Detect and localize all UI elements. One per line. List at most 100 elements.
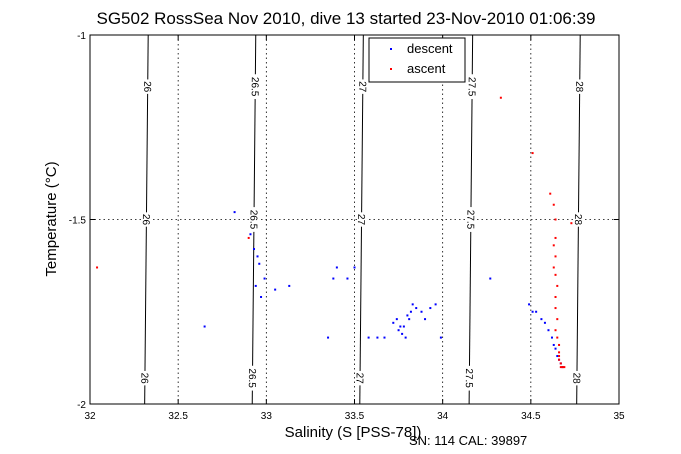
descent-point — [429, 307, 432, 310]
isopycnal-label-group: 27 — [353, 370, 365, 386]
descent-point — [439, 336, 442, 339]
ascent-point — [554, 255, 557, 258]
ascent-point — [499, 96, 502, 99]
ascent-point — [554, 273, 557, 276]
descent-point — [260, 295, 263, 298]
isopycnal-label-background — [464, 365, 474, 391]
isopycnal-label-group: 26.5 — [249, 74, 260, 100]
descent-point — [543, 321, 546, 324]
descent-point — [535, 310, 538, 313]
x-tick-label: 32 — [84, 411, 96, 422]
isopycnal-label-group: 26 — [140, 212, 151, 227]
descent-point — [254, 284, 257, 287]
ascent-point — [563, 366, 566, 369]
ascent-point — [556, 336, 559, 339]
descent-point — [420, 310, 423, 313]
ascent-point — [558, 343, 561, 346]
descent-point — [252, 248, 255, 251]
descent-point — [409, 310, 412, 313]
isopycnal-label-group: 28 — [573, 79, 585, 94]
plot-area: 26 26 26 26.5 26.5 26.5 27 27 27 27.5 27.5 27.5 28 28… — [69, 31, 625, 422]
isopycnal-label-background — [572, 370, 582, 386]
isopycnal-label: 27.5 — [463, 368, 474, 388]
ascent-point — [531, 152, 534, 155]
isopycnal-label: 27.5 — [466, 77, 477, 97]
descent-point — [411, 303, 414, 306]
legend-marker — [390, 68, 392, 70]
descent-point — [383, 336, 386, 339]
ascent-point — [552, 203, 555, 206]
ascent-point — [554, 295, 557, 298]
descent-point — [424, 318, 427, 321]
descent-point — [401, 332, 404, 335]
isopycnal-label-group: 27 — [355, 212, 367, 227]
descent-point — [332, 277, 335, 280]
isopycnal-label-group: 27.5 — [464, 207, 476, 232]
descent-point — [258, 262, 261, 265]
descent-point — [554, 347, 557, 350]
descent-point — [249, 233, 252, 236]
descent-point — [406, 314, 409, 317]
legend-label: ascent — [407, 61, 446, 76]
descent-point — [263, 277, 266, 280]
x-tick-label: 33.5 — [345, 411, 365, 422]
isopycnal-label: 27 — [353, 373, 364, 385]
x-tick-label: 34 — [437, 411, 449, 422]
x-tick-label: 32.5 — [168, 411, 188, 422]
isopycnal-label-background — [250, 74, 260, 100]
descent-point — [203, 325, 206, 328]
y-tick-label: -2 — [77, 400, 86, 411]
ascent-point — [552, 244, 555, 247]
isopycnal-label-group: 27.5 — [466, 74, 477, 100]
isopycnal-label: 26.5 — [246, 368, 257, 388]
descent-point — [335, 266, 338, 269]
descent-point — [402, 325, 405, 328]
isopycnal-label-group: 26 — [138, 370, 150, 386]
isopycnal-label-background — [141, 212, 151, 227]
isopycnal-label: 28 — [570, 373, 581, 385]
isopycnal-label-group: 27.5 — [463, 365, 474, 391]
isopycnal-label-background — [140, 370, 150, 386]
descent-point — [547, 329, 550, 332]
y-tick-label: -1 — [77, 31, 86, 42]
ascent-point — [556, 284, 559, 287]
descent-point — [528, 303, 531, 306]
isopycnal-label-background — [358, 79, 368, 94]
legend-label: descent — [407, 41, 453, 56]
descent-point — [353, 266, 356, 269]
isopycnal-label: 26 — [138, 373, 149, 385]
y-axis-label: Temperature (°C) — [43, 161, 60, 276]
ascent-point — [554, 236, 557, 239]
descent-point — [274, 288, 277, 291]
descent-point — [397, 329, 400, 332]
descent-point — [392, 321, 395, 324]
isopycnal-label-background — [355, 370, 365, 386]
isopycnal-label-group: 26 — [141, 79, 153, 94]
isopycnal-label-group: 28 — [570, 370, 582, 386]
descent-point — [550, 336, 553, 339]
ascent-point — [554, 307, 557, 310]
isopycnal-label: 27.5 — [464, 210, 475, 230]
descent-point — [556, 355, 559, 358]
ascent-point — [556, 318, 559, 321]
ascent-point — [554, 218, 557, 221]
isopycnal-label-group: 27 — [356, 79, 368, 94]
isopycnal-label-group: 28 — [572, 212, 584, 227]
isopycnal-label-group: 26.5 — [246, 365, 258, 391]
ascent-point — [558, 358, 561, 361]
isopycnal-label-background — [249, 207, 259, 232]
descent-point — [415, 307, 418, 310]
legend-box — [368, 37, 466, 83]
y-tick-label: -1.5 — [69, 216, 87, 227]
descent-point — [489, 277, 492, 280]
isopycnal-label-background — [247, 365, 258, 391]
descent-point — [256, 255, 259, 258]
ascent-point — [558, 351, 561, 354]
descent-point — [531, 310, 534, 313]
descent-point — [434, 303, 437, 306]
legend-marker — [390, 48, 392, 50]
isopycnal-label-background — [575, 79, 585, 94]
ascent-point — [549, 192, 552, 195]
isopycnal-label-background — [573, 212, 584, 227]
ascent-point — [558, 355, 561, 358]
